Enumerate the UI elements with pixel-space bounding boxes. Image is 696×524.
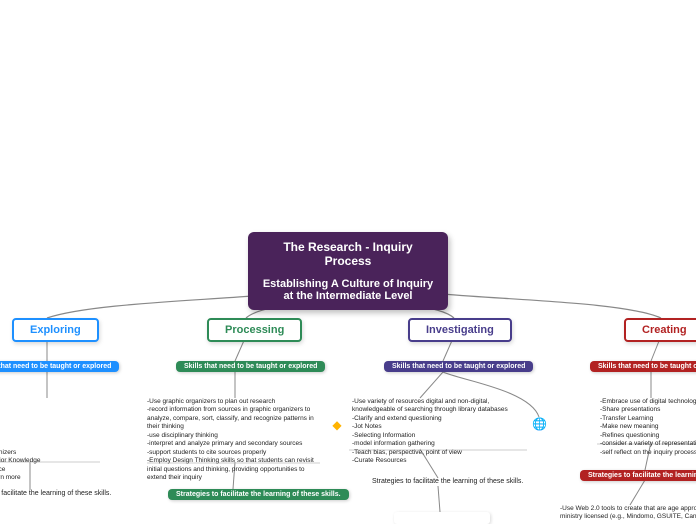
skills-label: Skills that need to be taught or explore… — [184, 363, 317, 370]
branch-exploring[interactable]: Exploring — [12, 318, 99, 342]
branch-processing[interactable]: Processing — [207, 318, 302, 342]
branch-label: Creating — [642, 324, 687, 336]
strategies-label: Strategies to facilitate the learning of… — [588, 472, 696, 479]
creating-strategies-body: -Use Web 2.0 tools to create that are ag… — [560, 505, 696, 522]
strategies-exploring[interactable]: Strategies to facilitate the learning of… — [0, 490, 111, 497]
skills-label: Skills that need to be taught or explore… — [598, 363, 696, 370]
body-exploring: questions Essential Questionsng your tho… — [0, 398, 40, 482]
body-processing: -Use graphic organizers to plan out rese… — [147, 398, 314, 482]
branch-investigating[interactable]: Investigating — [408, 318, 512, 342]
skills-node-processing[interactable]: Skills that need to be taught or explore… — [176, 361, 325, 372]
strategies-label: Strategies to facilitate the learning of… — [176, 491, 341, 498]
skills-label: Skills that need to be taught or explore… — [0, 363, 111, 370]
globe-icon: 🌐 — [532, 417, 546, 431]
strategies-investigating[interactable]: Strategies to facilitate the learning of… — [372, 478, 523, 485]
strategies-processing[interactable]: Strategies to facilitate the learning of… — [168, 489, 349, 500]
root-subtitle-2: at the Intermediate Level — [262, 290, 434, 302]
skills-node-investigating[interactable]: Skills that need to be taught or explore… — [384, 361, 533, 372]
strategies-label: Strategies to facilitate the learning of… — [0, 490, 111, 497]
root-title: The Research - Inquiry Process — [262, 240, 434, 268]
skills-node-creating[interactable]: Skills that need to be taught or explore… — [590, 361, 696, 372]
root-node[interactable]: The Research - Inquiry Process Establish… — [248, 232, 448, 310]
branch-label: Processing — [225, 324, 284, 336]
root-subtitle-1: Establishing A Culture of Inquiry — [262, 278, 434, 290]
strategies-creating[interactable]: Strategies to facilitate the learning of… — [580, 470, 696, 481]
strategies-label: Strategies to facilitate the learning of… — [372, 478, 523, 485]
skills-node-exploring[interactable]: Skills that need to be taught or explore… — [0, 361, 119, 372]
branch-label: Investigating — [426, 324, 494, 336]
branch-label: Exploring — [30, 324, 81, 336]
drive-icon: ◆ — [330, 418, 344, 432]
skills-label: Skills that need to be taught or explore… — [392, 363, 525, 370]
blank-child-node[interactable] — [394, 512, 490, 524]
body-creating: -Embrace use of digital technologies-Sha… — [600, 398, 696, 457]
branch-creating[interactable]: Creating — [624, 318, 696, 342]
mindmap-canvas[interactable]: The Research - Inquiry Process Establish… — [0, 0, 696, 520]
body-investigating: -Use variety of resources digital and no… — [352, 398, 508, 466]
